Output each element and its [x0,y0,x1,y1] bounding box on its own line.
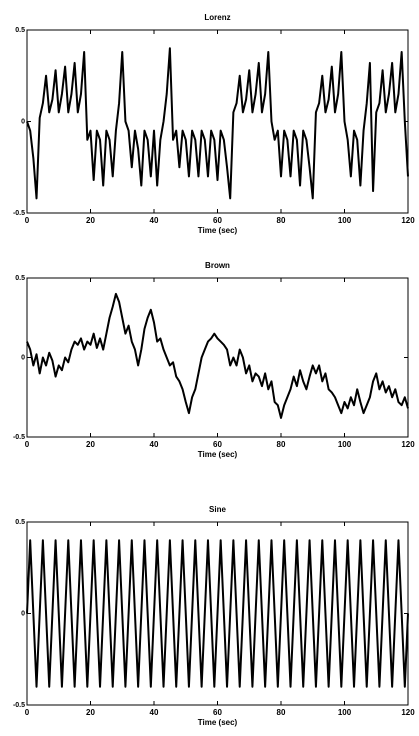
y-tick-label: 0 [21,118,25,125]
x-tick-label: 80 [277,708,286,717]
x-tick-label: 60 [213,216,222,225]
y-tick-label: 0.5 [15,27,25,34]
x-tick-label: 0 [25,440,30,449]
x-tick-label: 0 [25,216,30,225]
x-tick-label: 40 [150,708,159,717]
y-tick-label: 0.5 [15,275,25,282]
x-tick-label: 100 [338,216,352,225]
y-tick-label: 0 [21,354,25,361]
data-line [26,539,409,688]
x-tick-label: 120 [401,708,415,717]
x-tick-label: 120 [401,440,415,449]
x-tick-label: 60 [213,708,222,717]
x-tick-label: 40 [150,216,159,225]
x-tick-label: 40 [150,440,159,449]
x-tick-label: 80 [277,216,286,225]
y-tick-label: 0 [21,610,25,617]
y-tick-label: 0.5 [15,519,25,526]
y-tick-label: -0.5 [13,210,25,217]
x-tick-label: 120 [401,216,415,225]
chart-title: Sine [209,505,226,514]
x-axis-label: Time (sec) [198,718,238,727]
x-tick-label: 80 [277,440,286,449]
data-line [26,47,409,200]
x-tick-label: 20 [86,216,95,225]
x-tick-label: 100 [338,708,352,717]
data-line [26,292,409,419]
x-axis-label: Time (sec) [198,226,238,235]
y-tick-label: -0.5 [13,702,25,709]
y-tick-label: -0.5 [13,434,25,441]
chart-title: Lorenz [204,13,230,22]
chart-title: Brown [205,261,230,270]
x-tick-label: 0 [25,708,30,717]
x-tick-label: 20 [86,440,95,449]
x-tick-label: 100 [338,440,352,449]
plot-frame [26,277,409,438]
x-tick-label: 60 [213,440,222,449]
x-tick-label: 20 [86,708,95,717]
x-axis-label: Time (sec) [198,450,238,459]
